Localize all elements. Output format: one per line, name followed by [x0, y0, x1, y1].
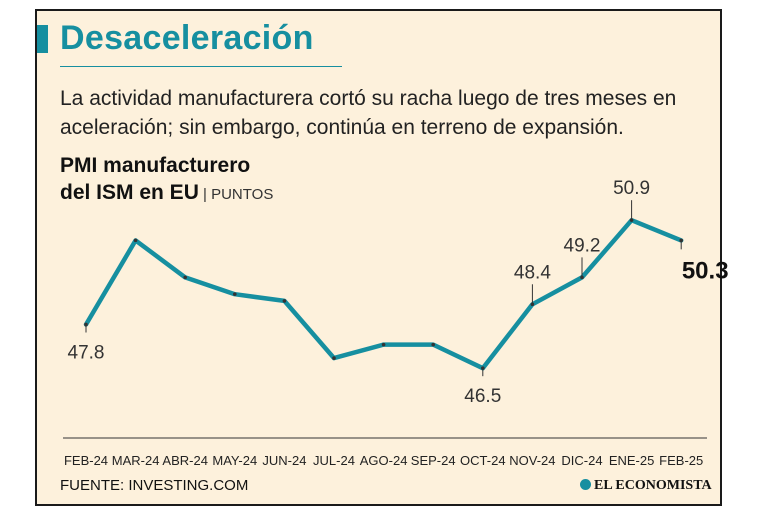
data-label: 46.5: [464, 386, 501, 407]
subtitle: La actividad manufacturera cortó su rach…: [60, 87, 677, 139]
x-tick-label: ABR-24: [162, 453, 208, 468]
x-tick-label: JUL-24: [313, 453, 355, 468]
data-point: [431, 342, 436, 347]
chart-title: PMI manufacturero del ISM en EU | PUNTOS: [60, 152, 273, 208]
x-tick-label: ENE-25: [609, 453, 655, 468]
data-label: 50.3: [682, 257, 729, 284]
chart-unit: PUNTOS: [211, 186, 274, 203]
publisher-logo: EL ECONOMISTA: [580, 478, 712, 494]
logo-icon: [580, 479, 591, 490]
x-tick-label: FEB-24: [64, 453, 108, 468]
x-tick-label: MAY-24: [212, 453, 257, 468]
data-point: [233, 292, 237, 296]
data-point: [133, 238, 138, 243]
x-tick-label: FEB-25: [659, 453, 703, 468]
chart-title-line1: PMI manufacturero: [60, 154, 251, 177]
data-label: 48.4: [514, 262, 551, 283]
x-tick-label: NOV-24: [509, 453, 555, 468]
x-tick-label: AGO-24: [360, 453, 408, 468]
x-tick-label: OCT-24: [460, 453, 506, 468]
logo-text: EL ECONOMISTA: [594, 478, 712, 493]
x-tick-label: JUN-24: [262, 453, 306, 468]
x-tick-label: MAR-24: [112, 453, 160, 468]
data-label: 49.2: [564, 235, 601, 256]
page-title: Desaceleración: [60, 19, 314, 57]
x-tick-label: DIC-24: [561, 453, 602, 468]
chart-title-line2: del ISM en EU: [60, 181, 199, 204]
source-note: FUENTE: INVESTING.COM: [60, 477, 249, 494]
data-point: [381, 342, 386, 347]
data-point: [530, 302, 535, 307]
data-point: [332, 356, 336, 360]
chart-frame: [35, 9, 722, 506]
chart-unit-separator: |: [198, 186, 212, 203]
chart-title-line2-wrap: del ISM en EU | PUNTOS: [60, 179, 273, 208]
data-point: [282, 299, 287, 303]
x-tick-label: SEP-24: [411, 453, 456, 468]
data-label: 47.8: [68, 342, 105, 363]
data-point: [183, 275, 187, 280]
title-underline: [60, 66, 342, 67]
data-label: 50.9: [613, 178, 650, 199]
title-accent-bar: [37, 25, 48, 53]
